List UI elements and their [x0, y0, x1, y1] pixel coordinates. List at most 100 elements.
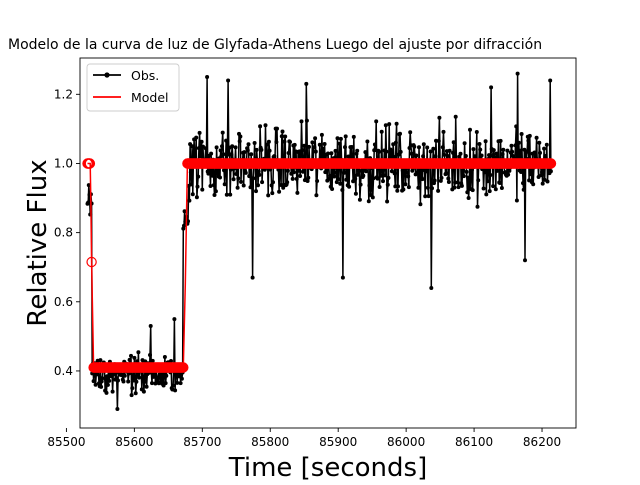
obs-point: [459, 183, 464, 188]
obs-point: [475, 204, 480, 209]
x-tick-label: 85900: [319, 435, 357, 449]
x-tick-label: 86100: [455, 435, 493, 449]
obs-point: [461, 168, 466, 173]
obs-point: [121, 379, 126, 384]
obs-point: [162, 355, 167, 359]
obs-point: [375, 176, 380, 181]
obs-point: [195, 184, 200, 189]
obs-point: [171, 383, 176, 388]
obs-point: [395, 188, 400, 193]
obs-point: [105, 382, 110, 387]
obs-point: [389, 169, 394, 174]
obs-point: [302, 143, 307, 148]
obs-point: [423, 194, 428, 199]
obs-point: [522, 147, 527, 152]
obs-point: [340, 275, 345, 280]
obs-point: [418, 202, 423, 207]
obs-point: [258, 124, 263, 129]
y-axis-label: Relative Flux: [23, 159, 53, 326]
obs-point: [501, 147, 506, 152]
obs-point: [451, 150, 455, 155]
obs-point: [484, 192, 489, 197]
obs-point: [190, 144, 195, 149]
obs-point: [285, 168, 290, 173]
obs-point: [485, 179, 490, 184]
obs-point: [497, 181, 502, 185]
obs-point: [334, 170, 339, 175]
obs-point: [137, 375, 142, 380]
obs-point: [458, 151, 463, 156]
obs-point: [178, 381, 183, 386]
obs-point: [548, 78, 553, 83]
model-series-line: [87, 162, 552, 369]
obs-point: [130, 386, 135, 391]
obs-point: [317, 142, 322, 147]
obs-point: [229, 152, 234, 157]
obs-point: [488, 173, 493, 177]
obs-point: [491, 184, 496, 189]
obs-point: [336, 177, 341, 182]
obs-point: [134, 379, 139, 384]
obs-point: [254, 189, 258, 194]
x-tick-label: 85800: [251, 435, 289, 449]
obs-point: [133, 391, 138, 396]
obs-point: [304, 118, 309, 123]
obs-point: [380, 168, 385, 172]
obs-point: [463, 154, 468, 158]
obs-point: [237, 139, 242, 144]
obs-point: [464, 169, 469, 174]
obs-point: [428, 149, 433, 154]
obs-point: [432, 178, 437, 183]
obs-point: [456, 185, 461, 190]
obs-point: [220, 144, 224, 149]
obs-point: [518, 148, 523, 153]
obs-point: [283, 134, 288, 139]
obs-point: [425, 185, 430, 190]
obs-point: [314, 193, 319, 198]
obs-point: [415, 170, 420, 175]
obs-point: [179, 376, 184, 381]
obs-point: [252, 141, 257, 145]
obs-point: [191, 153, 196, 157]
obs-point: [197, 130, 202, 135]
obs-point: [353, 176, 358, 181]
obs-point: [489, 85, 494, 90]
obs-point: [396, 184, 400, 189]
obs-point: [263, 123, 268, 128]
obs-point: [365, 139, 370, 144]
obs-point: [208, 184, 213, 188]
obs-point: [172, 317, 177, 322]
obs-point: [266, 193, 271, 198]
obs-point: [310, 140, 315, 145]
obs-point: [312, 145, 317, 150]
obs-point: [100, 376, 105, 381]
obs-point: [344, 177, 349, 182]
obs-point: [440, 145, 445, 150]
obs-point: [521, 187, 526, 192]
obs-point: [393, 140, 398, 145]
obs-point: [158, 372, 163, 377]
obs-point: [452, 185, 457, 190]
obs-point: [374, 119, 379, 124]
obs-point: [347, 184, 352, 189]
obs-point: [543, 154, 548, 158]
obs-point: [421, 154, 426, 159]
obs-point: [266, 139, 271, 144]
obs-point: [404, 170, 409, 175]
obs-point: [249, 152, 254, 157]
obs-point: [321, 146, 326, 151]
obs-point: [332, 174, 337, 179]
obs-point: [198, 151, 203, 156]
obs-point: [203, 146, 208, 151]
obs-point: [425, 145, 430, 150]
obs-point: [98, 358, 103, 363]
obs-point: [136, 350, 141, 355]
obs-point: [430, 186, 434, 191]
obs-point: [306, 175, 311, 180]
obs-point: [424, 169, 429, 174]
obs-point: [528, 172, 533, 177]
obs-point: [290, 176, 295, 181]
obs-point: [540, 181, 545, 186]
obs-point: [499, 170, 504, 175]
obs-point: [296, 168, 301, 173]
